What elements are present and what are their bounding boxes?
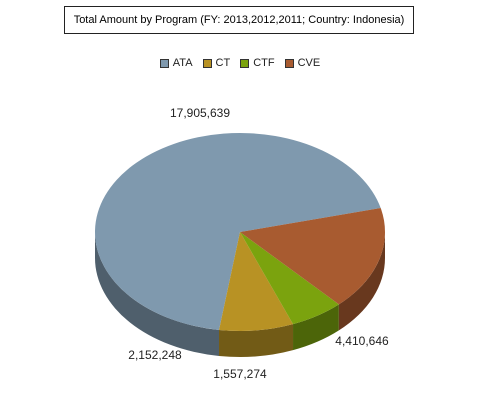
pie-slice-ata[interactable]: [94, 132, 381, 330]
data-label-cve: 4,410,646: [335, 334, 389, 348]
legend-item-ct[interactable]: CT: [202, 57, 231, 69]
pie-side-ata: [94, 232, 220, 356]
legend-item-ata[interactable]: ATA: [159, 57, 193, 69]
legend-swatch-ata: [159, 58, 169, 68]
legend-item-ctf[interactable]: CTF: [240, 57, 275, 69]
legend-label-ctf: CTF: [253, 57, 275, 69]
data-label-ct: 2,152,248: [128, 348, 182, 362]
pie-side-ctf: [293, 304, 339, 351]
pie-data-labels: 17,905,639 2,152,248 1,557,274 4,410,646: [128, 106, 389, 381]
pie-slice-ctf[interactable]: [240, 232, 339, 325]
legend-label-ata: ATA: [172, 57, 193, 69]
data-label-ata: 17,905,639: [170, 106, 230, 120]
data-label-ctf: 1,557,274: [213, 367, 267, 381]
legend-item-cve[interactable]: CVE: [284, 57, 321, 69]
legend-label-cve: CVE: [297, 57, 321, 69]
pie-side-faces: [94, 232, 385, 357]
pie-side-cve: [338, 232, 385, 331]
pie-slice-ct[interactable]: [219, 232, 294, 331]
pie-slice-cve[interactable]: [240, 208, 385, 305]
legend-swatch-ct: [202, 58, 212, 68]
legend-label-ct: CT: [215, 57, 231, 69]
pie-side-ct: [219, 324, 294, 357]
chart-title: Total Amount by Program (FY: 2013,2012,2…: [64, 6, 414, 34]
chart-legend: ATA CT CTF CVE: [0, 55, 480, 71]
legend-swatch-ctf: [240, 58, 250, 68]
pie-top-faces: [94, 132, 385, 331]
legend-swatch-cve: [284, 58, 294, 68]
